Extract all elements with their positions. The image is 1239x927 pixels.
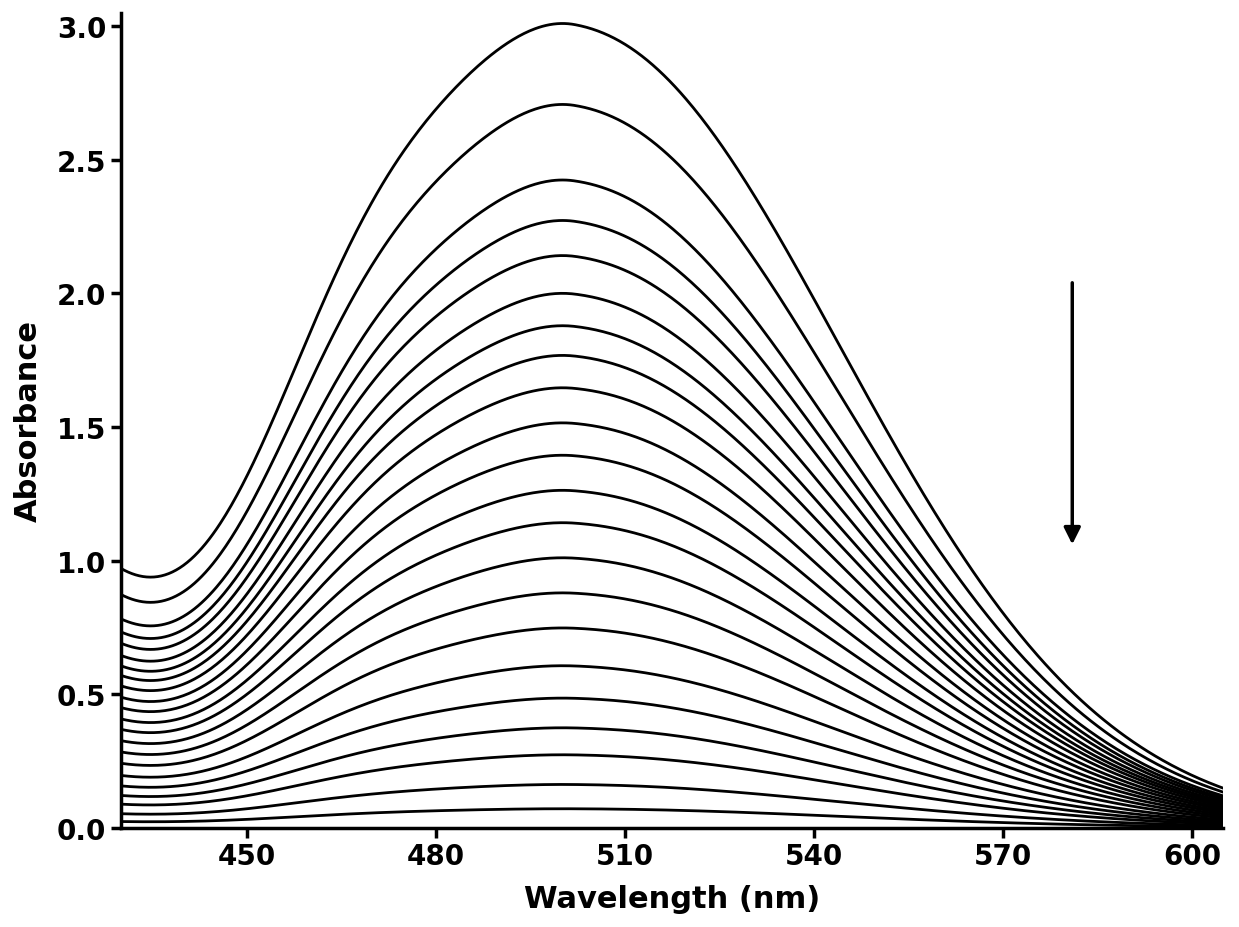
Y-axis label: Absorbance: Absorbance (14, 320, 43, 522)
X-axis label: Wavelength (nm): Wavelength (nm) (524, 884, 820, 913)
